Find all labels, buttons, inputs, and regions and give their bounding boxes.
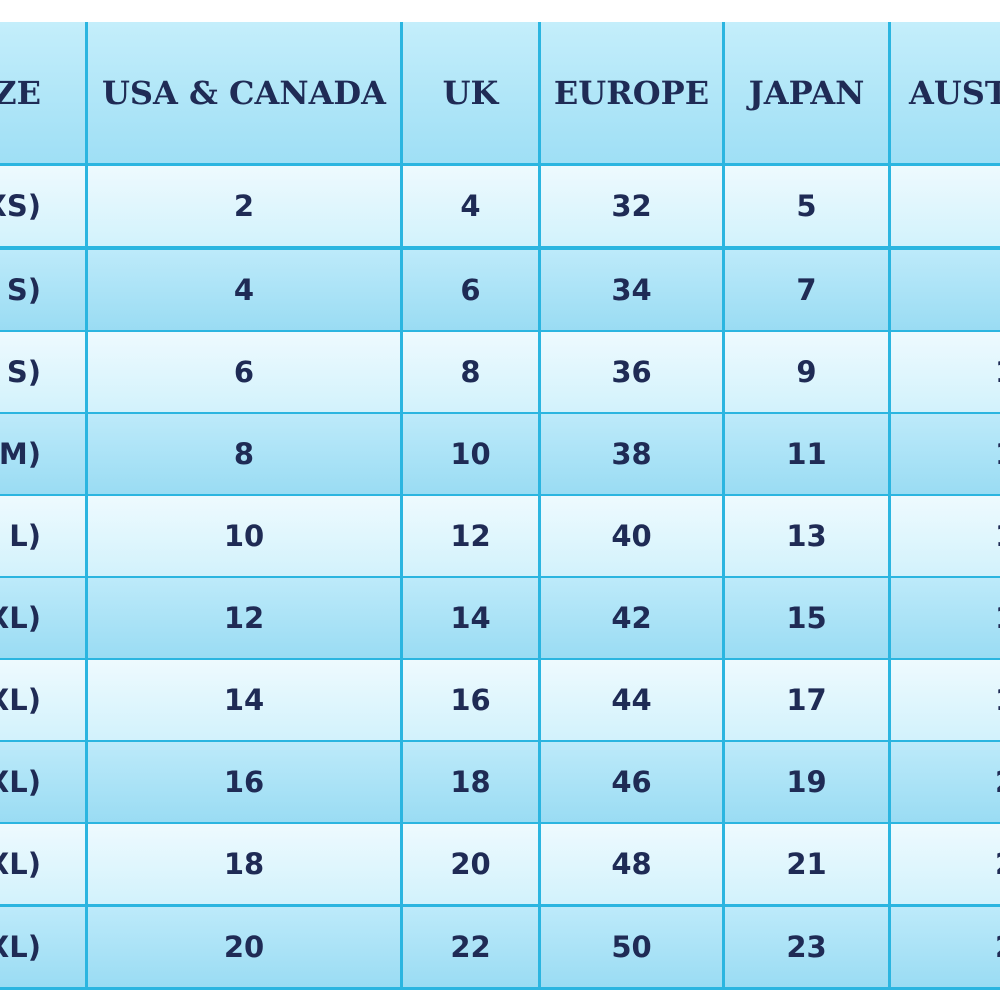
table-cell: 11: [725, 414, 888, 494]
table-cell: [891, 250, 1000, 330]
table-cell: 5: [725, 166, 888, 246]
table-cell: AUST: [891, 22, 1000, 163]
table-cell: 46: [541, 742, 722, 822]
table-cell: 16: [403, 660, 538, 740]
table-cell: 10: [88, 496, 400, 576]
table-cell: 4: [88, 250, 400, 330]
table-cell: JAPAN: [725, 22, 888, 163]
table-cell: 1: [891, 414, 1000, 494]
table-cell: 38: [541, 414, 722, 494]
table-cell: 1: [891, 496, 1000, 576]
table-cell: 22: [403, 907, 538, 987]
table-cell: 36: [541, 332, 722, 412]
table-cell: 21: [725, 824, 888, 904]
table-cell: 8: [403, 332, 538, 412]
table-cell: 12: [88, 578, 400, 658]
table-cell: EUROPE: [541, 22, 722, 163]
table-cell: S): [0, 332, 85, 412]
table-cell: 20: [88, 907, 400, 987]
table-cell: [891, 166, 1000, 246]
table-cell: 32: [541, 166, 722, 246]
table-cell: XS): [0, 166, 85, 246]
table-cell: 1: [891, 578, 1000, 658]
size-table: SIZEUSA & CANADAUKEUROPEJAPANAUSTXS)2432…: [0, 22, 1000, 990]
table-cell: XL): [0, 742, 85, 822]
table-cell: S): [0, 250, 85, 330]
table-cell: 15: [725, 578, 888, 658]
table-cell: 2: [891, 824, 1000, 904]
table-cell: M): [0, 414, 85, 494]
table-cell: 42: [541, 578, 722, 658]
table-cell: 14: [88, 660, 400, 740]
table-cell: 8: [88, 414, 400, 494]
table-cell: 14: [403, 578, 538, 658]
table-cell: 34: [541, 250, 722, 330]
table-cell: 12: [403, 496, 538, 576]
table-cell: 7: [725, 250, 888, 330]
table-cell: 13: [725, 496, 888, 576]
table-cell: 18: [403, 742, 538, 822]
table-cell: 6: [403, 250, 538, 330]
table-cell: XL): [0, 660, 85, 740]
table-cell: 40: [541, 496, 722, 576]
table-cell: 9: [725, 332, 888, 412]
table-cell: 16: [88, 742, 400, 822]
table-cell: SIZE: [0, 22, 85, 163]
table-cell: 2: [88, 166, 400, 246]
table-cell: 20: [403, 824, 538, 904]
table-cell: 4: [403, 166, 538, 246]
table-cell: 19: [725, 742, 888, 822]
table-cell: XL): [0, 907, 85, 987]
table-cell: 1: [891, 660, 1000, 740]
table-cell: 17: [725, 660, 888, 740]
table-cell: UK: [403, 22, 538, 163]
table-cell: 18: [88, 824, 400, 904]
table-cell: 50: [541, 907, 722, 987]
table-cell: 6: [88, 332, 400, 412]
table-cell: XL): [0, 578, 85, 658]
table-cell: XL): [0, 824, 85, 904]
table-cell: 2: [891, 742, 1000, 822]
table-cell: 1: [891, 332, 1000, 412]
table-cell: 23: [725, 907, 888, 987]
table-cell: 44: [541, 660, 722, 740]
table-cell: 10: [403, 414, 538, 494]
table-cell: L): [0, 496, 85, 576]
table-cell: USA & CANADA: [88, 22, 400, 163]
table-cell: 48: [541, 824, 722, 904]
table-cell: 2: [891, 907, 1000, 987]
